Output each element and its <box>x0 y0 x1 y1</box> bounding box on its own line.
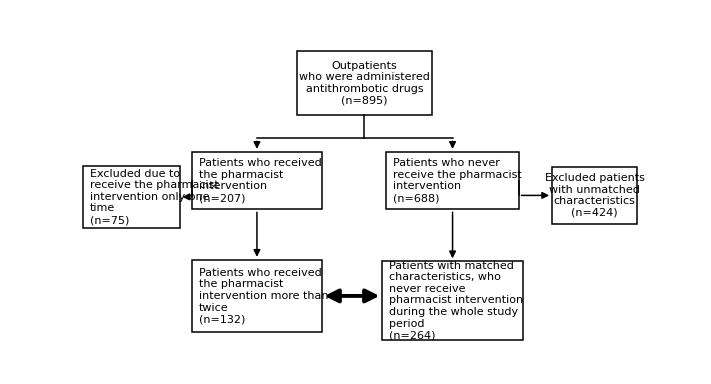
FancyBboxPatch shape <box>192 260 321 332</box>
Text: Patients with matched
characteristics, who
never receive
pharmacist intervention: Patients with matched characteristics, w… <box>389 261 523 340</box>
FancyBboxPatch shape <box>297 51 432 115</box>
FancyBboxPatch shape <box>387 152 519 209</box>
FancyBboxPatch shape <box>552 167 638 224</box>
FancyBboxPatch shape <box>83 166 179 228</box>
FancyBboxPatch shape <box>192 152 321 209</box>
Text: Excluded patients
with unmatched
characteristics
(n=424): Excluded patients with unmatched charact… <box>545 173 645 218</box>
FancyBboxPatch shape <box>383 261 523 339</box>
Text: Outpatients
who were administered
antithrombotic drugs
(n=895): Outpatients who were administered antith… <box>299 61 430 106</box>
Text: Patients who never
receive the pharmacist
intervention
(n=688): Patients who never receive the pharmacis… <box>393 158 522 203</box>
Text: Patients who received
the pharmacist
intervention
(n=207): Patients who received the pharmacist int… <box>199 158 321 203</box>
Text: Patients who received
the pharmacist
intervention more than
twice
(n=132): Patients who received the pharmacist int… <box>199 268 328 324</box>
Text: Excluded due to
receive the pharmacist
intervention only one
time
(n=75): Excluded due to receive the pharmacist i… <box>90 169 218 225</box>
